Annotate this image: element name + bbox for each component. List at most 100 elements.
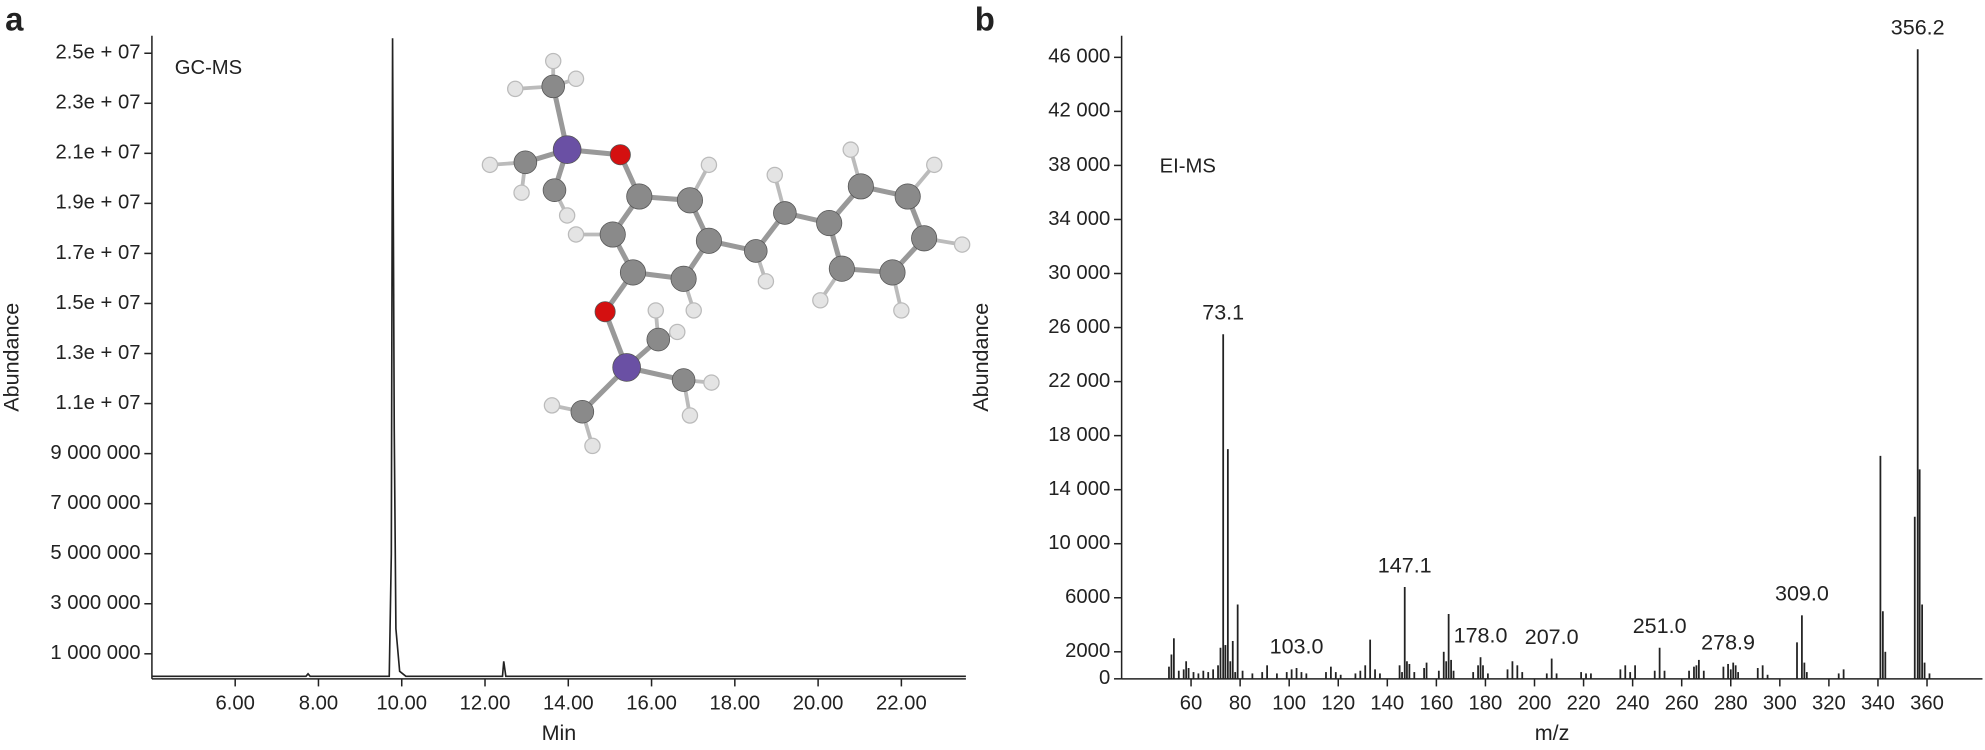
hydrogen-atom — [926, 156, 943, 174]
atom — [612, 353, 641, 382]
y-tick-label: 1.9e + 07 — [56, 192, 141, 214]
hydrogen-atom — [647, 302, 664, 319]
y-tick-label: 22 000 — [1048, 370, 1110, 392]
atom — [847, 173, 874, 200]
atom — [676, 187, 703, 214]
x-tick-label: 260 — [1665, 692, 1699, 714]
hydrogen-atom — [757, 273, 775, 290]
peak-annotation: 278.9 — [1701, 630, 1755, 654]
panel-label: b — [975, 0, 995, 37]
hydrogen-atom — [544, 52, 562, 70]
peak-annotation: 103.0 — [1270, 634, 1324, 658]
x-tick-label: 180 — [1469, 692, 1503, 714]
atom — [828, 255, 855, 282]
hydrogen-atom — [513, 184, 530, 201]
hydrogen-atom — [558, 207, 576, 224]
peak-annotation: 251.0 — [1633, 614, 1687, 638]
peak-annotation: 207.0 — [1525, 625, 1579, 649]
hydrogen-atom — [507, 80, 524, 98]
y-tick-label: 1 000 000 — [50, 642, 140, 664]
atom — [670, 265, 697, 292]
peak-annotation: 147.1 — [1378, 553, 1432, 577]
hydrogen-atom — [543, 397, 561, 414]
y-axis-label: Abundance — [0, 303, 23, 412]
x-tick-label: 80 — [1229, 692, 1252, 714]
atom — [646, 327, 671, 352]
y-tick-label: 26 000 — [1048, 316, 1110, 338]
y-tick-label: 2000 — [1065, 640, 1110, 662]
hydrogen-atom — [812, 292, 829, 309]
y-tick-label: 10 000 — [1048, 532, 1110, 554]
y-tick-label: 3 000 000 — [50, 592, 140, 614]
y-tick-label: 2.3e + 07 — [56, 92, 141, 114]
atom — [894, 183, 921, 210]
hydrogen-atom — [766, 166, 783, 184]
x-tick-label: 120 — [1321, 692, 1355, 714]
x-tick-label: 8.00 — [299, 692, 338, 714]
hydrogen-atom — [681, 407, 699, 424]
y-tick-label: 1.1e + 07 — [56, 392, 141, 414]
panel-label: a — [5, 0, 24, 37]
x-tick-label: 320 — [1812, 692, 1846, 714]
atom — [570, 399, 595, 424]
y-tick-label: 34 000 — [1048, 208, 1110, 230]
x-tick-label: 340 — [1861, 692, 1895, 714]
peak-annotation: 73.1 — [1202, 301, 1244, 325]
y-tick-label: 18 000 — [1048, 424, 1110, 446]
hydrogen-atom — [685, 302, 702, 319]
hydrogen-atom — [669, 323, 686, 341]
x-tick-label: 6.00 — [215, 692, 254, 714]
atom — [541, 74, 565, 99]
y-tick-label: 1.3e + 07 — [56, 342, 141, 364]
x-tick-label: 16.00 — [626, 692, 677, 714]
y-tick-label: 5 000 000 — [50, 542, 140, 564]
x-tick-label: 300 — [1763, 692, 1797, 714]
y-tick-label: 9 000 000 — [50, 442, 140, 464]
atom — [594, 301, 616, 323]
atom — [609, 144, 631, 166]
x-tick-label: 20.00 — [793, 692, 844, 714]
x-tick-label: 220 — [1567, 692, 1601, 714]
x-tick-label: 100 — [1272, 692, 1306, 714]
chromatogram-line — [151, 38, 966, 678]
x-tick-label: 14.00 — [543, 692, 594, 714]
x-tick-label: 360 — [1910, 692, 1944, 714]
y-tick-label: 38 000 — [1048, 154, 1110, 176]
x-axis-label: Min — [542, 721, 577, 745]
peak-annotation: 178.0 — [1454, 624, 1508, 648]
y-axis-label: Abundance — [969, 303, 993, 412]
atom — [743, 239, 768, 263]
hydrogen-atom — [584, 437, 601, 455]
hydrogen-atom — [567, 70, 585, 87]
x-tick-label: 240 — [1616, 692, 1650, 714]
x-tick-label: 18.00 — [709, 692, 760, 714]
atom — [911, 225, 938, 252]
x-tick-label: 160 — [1419, 692, 1453, 714]
hydrogen-atom — [703, 374, 720, 391]
hydrogen-atom — [953, 236, 971, 253]
atom — [773, 201, 797, 225]
y-tick-label: 14 000 — [1048, 478, 1110, 500]
x-tick-label: 140 — [1370, 692, 1404, 714]
y-tick-label: 2.1e + 07 — [56, 142, 141, 164]
x-tick-label: 12.00 — [460, 692, 511, 714]
x-tick-label: 22.00 — [876, 692, 927, 714]
atom — [695, 227, 722, 254]
y-tick-label: 1.7e + 07 — [56, 242, 141, 264]
atom — [816, 210, 843, 237]
y-tick-label: 30 000 — [1048, 262, 1110, 284]
hydrogen-atom — [893, 302, 910, 319]
atom — [542, 178, 567, 202]
hydrogen-atom — [842, 141, 859, 158]
y-tick-label: 46 000 — [1048, 46, 1110, 68]
x-tick-label: 10.00 — [376, 692, 427, 714]
y-tick-label: 1.5e + 07 — [56, 292, 141, 314]
hydrogen-atom — [481, 156, 499, 174]
x-axis-label: m/z — [1535, 721, 1570, 745]
atom — [671, 368, 696, 392]
x-tick-label: 280 — [1714, 692, 1748, 714]
atom — [599, 221, 626, 248]
atom — [626, 183, 653, 210]
